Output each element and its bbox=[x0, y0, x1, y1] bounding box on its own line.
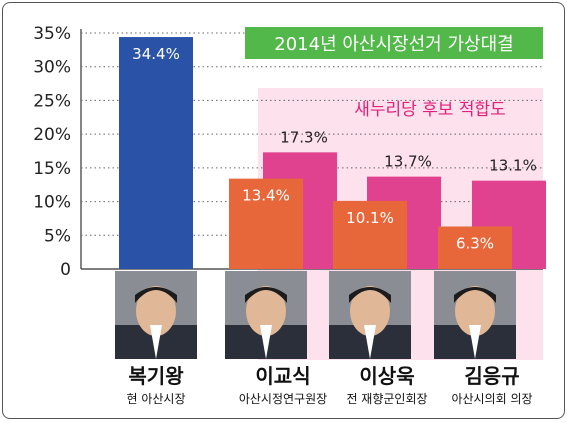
y-tick-label: 35% bbox=[33, 24, 71, 44]
photo-hair bbox=[454, 287, 496, 303]
candidate-name: 김응규 bbox=[464, 364, 519, 388]
bar bbox=[229, 178, 303, 269]
candidate-name: 이교식 bbox=[255, 364, 310, 388]
bar bbox=[333, 200, 407, 269]
photo-hair bbox=[135, 287, 177, 303]
bar bbox=[119, 37, 193, 269]
candidate-photos bbox=[115, 271, 516, 359]
y-tick-label: 30% bbox=[33, 58, 71, 78]
bar-value-label: 10.1% bbox=[346, 209, 394, 227]
bar-value-label: 34.4% bbox=[132, 45, 180, 63]
photo-shirt bbox=[469, 325, 481, 359]
candidate-name: 이상욱 bbox=[359, 364, 414, 388]
bar bbox=[438, 226, 512, 269]
candidate-name: 복기왕 bbox=[128, 364, 184, 388]
photo-face bbox=[455, 286, 495, 336]
photo-face bbox=[246, 286, 286, 336]
candidate-role: 아산시정연구원장 bbox=[239, 392, 327, 406]
chart-labels: 35% 30% 25% 20% 15% 10% 5% 0 34.4% 13.4% 17.3% 10.1… bbox=[33, 24, 537, 406]
bar-value-label: 13.1% bbox=[489, 157, 537, 175]
photo-face bbox=[136, 286, 176, 336]
y-tick-label: 5% bbox=[44, 226, 71, 246]
bar-value-label: 17.3% bbox=[280, 128, 328, 146]
photo-hair bbox=[245, 287, 287, 303]
photo-shirt bbox=[364, 325, 376, 359]
y-tick-label: 25% bbox=[33, 91, 71, 111]
y-tick-label: 10% bbox=[33, 193, 71, 213]
chart-subtitle: 새누리당 후보 적합도 bbox=[354, 100, 506, 120]
candidate-role: 전 재향군인회장 bbox=[346, 392, 427, 406]
candidate-role: 아산시의회 의장 bbox=[451, 392, 532, 406]
chart-frame: 35% 30% 25% 20% 15% 10% 5% 0 34.4% 13.4% 17.3% 10.1… bbox=[2, 2, 565, 419]
bar-value-label: 6.3% bbox=[456, 235, 494, 253]
photo-shirt bbox=[260, 325, 272, 359]
bars bbox=[119, 37, 546, 269]
bar-value-label: 13.7% bbox=[384, 153, 432, 171]
title-layer: 2014년 아산시장선거 가상대결 새누리당 후보 적합도 bbox=[245, 27, 543, 120]
candidate-role: 현 아산시장 bbox=[126, 392, 185, 406]
photo-shirt bbox=[150, 325, 162, 359]
bar-value-label: 13.4% bbox=[242, 187, 290, 205]
photo-face bbox=[350, 286, 390, 336]
y-tick-label: 20% bbox=[33, 125, 71, 145]
chart-title: 2014년 아산시장선거 가상대결 bbox=[274, 34, 513, 55]
bar-chart: 35% 30% 25% 20% 15% 10% 5% 0 34.4% 13.4% 17.3% 10.1… bbox=[33, 24, 546, 406]
title-box bbox=[245, 27, 543, 59]
y-tick-label: 15% bbox=[33, 159, 71, 179]
y-tick-label: 0 bbox=[60, 260, 71, 280]
photo-hair bbox=[349, 287, 391, 303]
